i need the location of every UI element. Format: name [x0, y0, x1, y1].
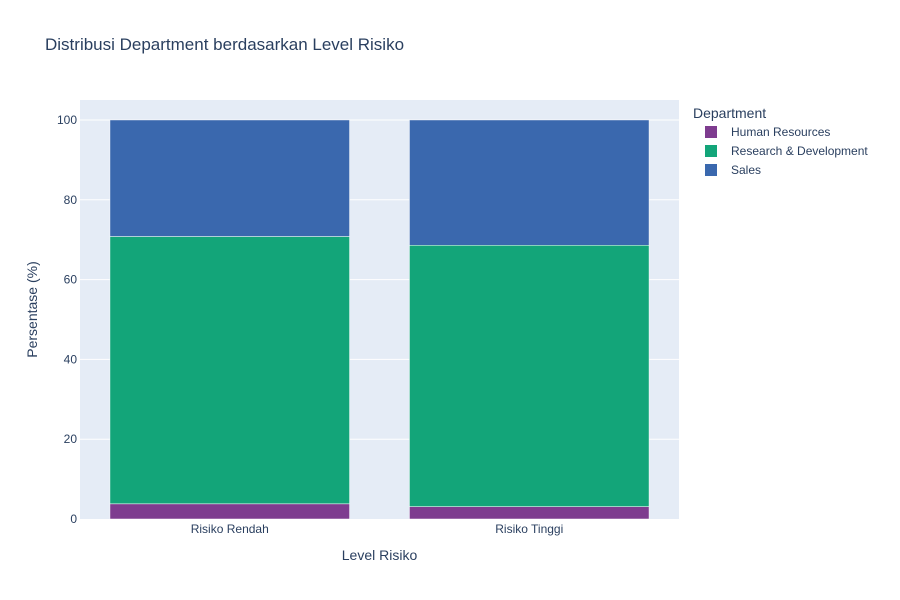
legend-swatch[interactable] [705, 164, 717, 176]
y-tick-label: 80 [64, 193, 78, 207]
legend-item-label[interactable]: Human Resources [731, 125, 830, 139]
legend-item-label[interactable]: Research & Development [731, 144, 868, 158]
legend-swatch[interactable] [705, 145, 717, 157]
bar-segment[interactable] [409, 119, 650, 246]
tick-labels: 0 20 40 60 80 100 Risiko Rendah Risiko Tinggi [57, 113, 563, 536]
bar-segment[interactable] [109, 503, 350, 520]
bars [109, 119, 650, 520]
legend-swatch[interactable] [705, 126, 717, 138]
y-tick-label: 20 [64, 432, 78, 446]
y-tick-label: 0 [70, 512, 77, 526]
legend-title: Department [693, 105, 766, 121]
y-axis-title: Persentase (%) [24, 261, 40, 357]
bar-segment[interactable] [109, 236, 350, 505]
bar-segment[interactable] [409, 506, 650, 520]
x-axis-title: Level Risiko [342, 547, 418, 563]
y-tick-label: 100 [57, 113, 77, 127]
bar-segment[interactable] [109, 119, 350, 237]
legend: Department Human Resources Research & Dev… [693, 105, 868, 177]
y-tick-label: 40 [64, 352, 78, 366]
bar-segment[interactable] [409, 245, 650, 507]
x-tick-label: Risiko Tinggi [495, 522, 563, 536]
y-tick-label: 60 [64, 273, 78, 287]
chart-title: Distribusi Department berdasarkan Level … [45, 35, 404, 54]
legend-item-label[interactable]: Sales [731, 163, 761, 177]
x-tick-label: Risiko Rendah [191, 522, 269, 536]
